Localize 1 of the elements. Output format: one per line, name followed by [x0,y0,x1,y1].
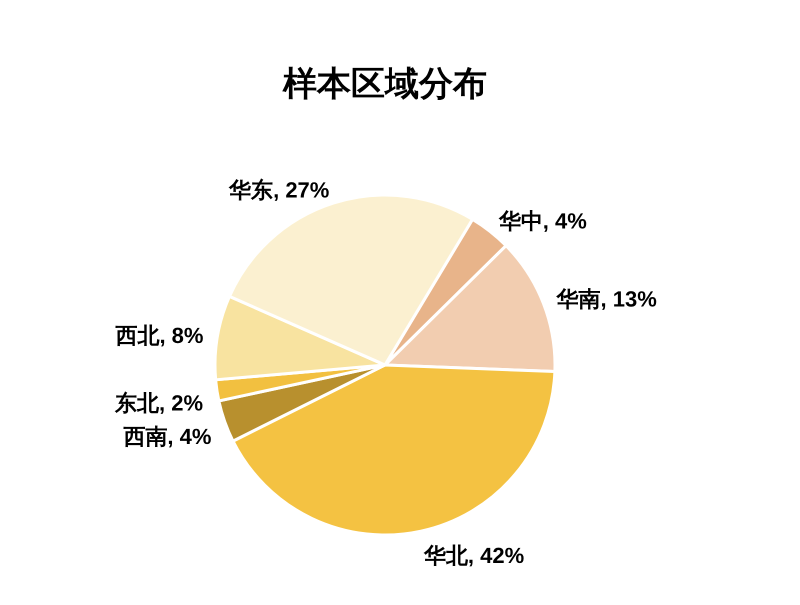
title: 样本区域分布 [283,65,487,103]
